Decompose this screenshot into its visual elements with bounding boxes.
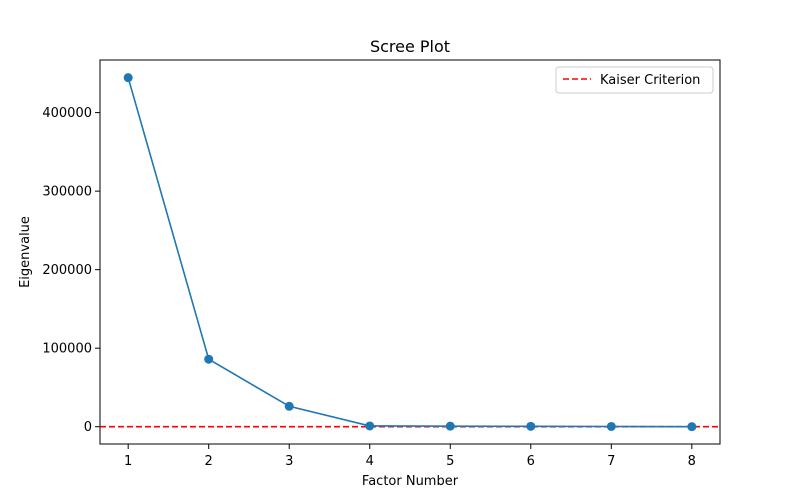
y-tick-label: 400000: [42, 106, 92, 121]
y-tick-label: 0: [84, 420, 92, 435]
y-axis-label: Eigenvalue: [18, 216, 33, 288]
eigenvalue-point: [526, 421, 536, 431]
y-tick-label: 200000: [42, 263, 92, 278]
x-tick-label: 2: [205, 454, 213, 469]
y-tick-label: 300000: [42, 185, 92, 200]
plot-area: 1 2 3 4 5 6 7 8 0 100000 200000 300000 400000: [42, 59, 721, 469]
x-tick-label: 4: [366, 454, 374, 469]
eigenvalue-series-line: [127, 77, 692, 428]
eigenvalue-point: [687, 422, 697, 432]
x-axis-label: Factor Number: [362, 474, 459, 489]
legend: Kaiser Criterion: [555, 66, 714, 94]
x-tick-label: 1: [124, 454, 132, 469]
eigenvalue-point: [284, 401, 294, 411]
x-tick-label: 3: [285, 454, 293, 469]
eigenvalue-point: [606, 421, 616, 431]
legend-label-kaiser: Kaiser Criterion: [600, 73, 700, 88]
chart-title: Scree Plot: [370, 37, 450, 56]
eigenvalue-point: [123, 73, 133, 83]
x-tick-label: 8: [688, 454, 696, 469]
y-tick-label: 100000: [42, 342, 92, 357]
plot-frame: [99, 59, 721, 445]
x-tick-label: 6: [527, 454, 535, 469]
eigenvalue-point: [445, 421, 455, 431]
eigenvalue-point: [365, 421, 375, 431]
legend-box: [555, 66, 714, 94]
x-tick-label: 5: [446, 454, 454, 469]
eigenvalue-point: [204, 354, 214, 364]
x-tick-label: 7: [607, 454, 615, 469]
